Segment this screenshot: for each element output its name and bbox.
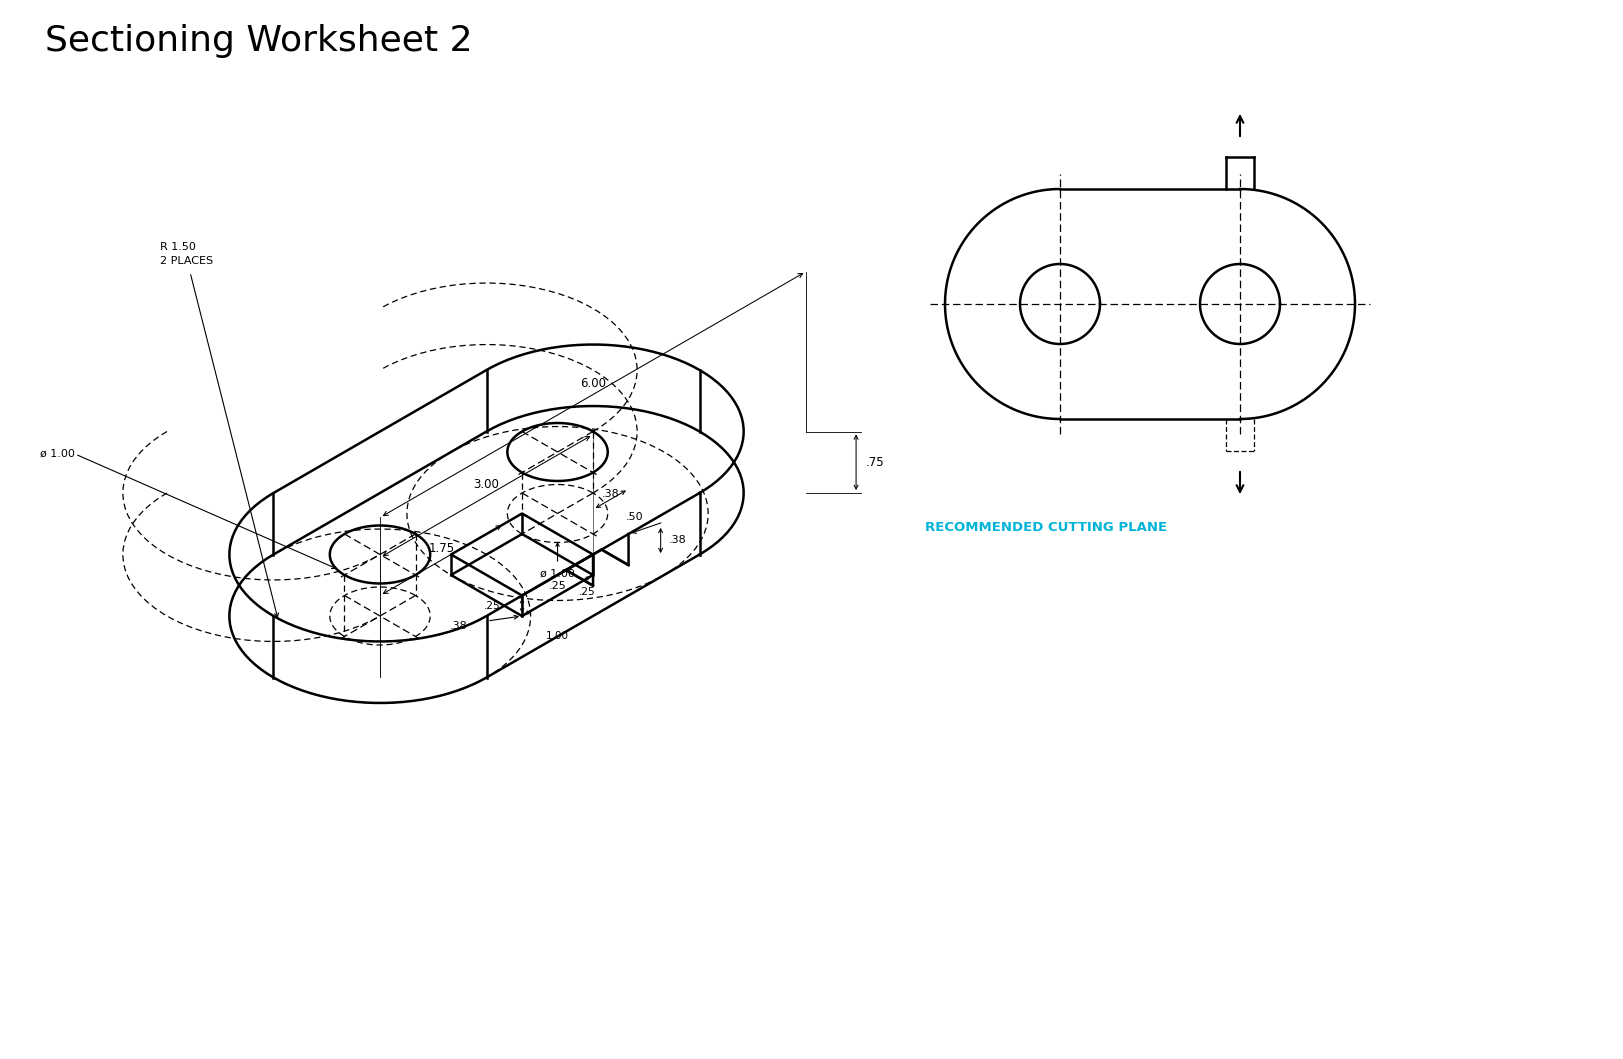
Text: .25: .25 — [579, 587, 596, 597]
Text: .50: .50 — [626, 513, 643, 522]
Text: R 1.50
2 PLACES: R 1.50 2 PLACES — [161, 243, 213, 266]
Text: .38: .38 — [602, 489, 620, 499]
Text: ø 1.00
.25: ø 1.00 .25 — [540, 569, 575, 591]
Text: .38: .38 — [450, 621, 467, 631]
Text: 3.00: 3.00 — [474, 478, 500, 491]
Text: .75: .75 — [867, 455, 885, 469]
Text: RECOMMENDED CUTTING PLANE: RECOMMENDED CUTTING PLANE — [925, 521, 1167, 534]
Text: 6.00: 6.00 — [579, 377, 605, 390]
Text: .25: .25 — [484, 600, 500, 611]
Text: 1.00: 1.00 — [545, 631, 570, 641]
Text: .38: .38 — [669, 536, 687, 545]
Text: 1.75: 1.75 — [428, 541, 454, 555]
Text: ø 1.00: ø 1.00 — [41, 449, 75, 459]
Text: Sectioning Worksheet 2: Sectioning Worksheet 2 — [45, 24, 472, 58]
